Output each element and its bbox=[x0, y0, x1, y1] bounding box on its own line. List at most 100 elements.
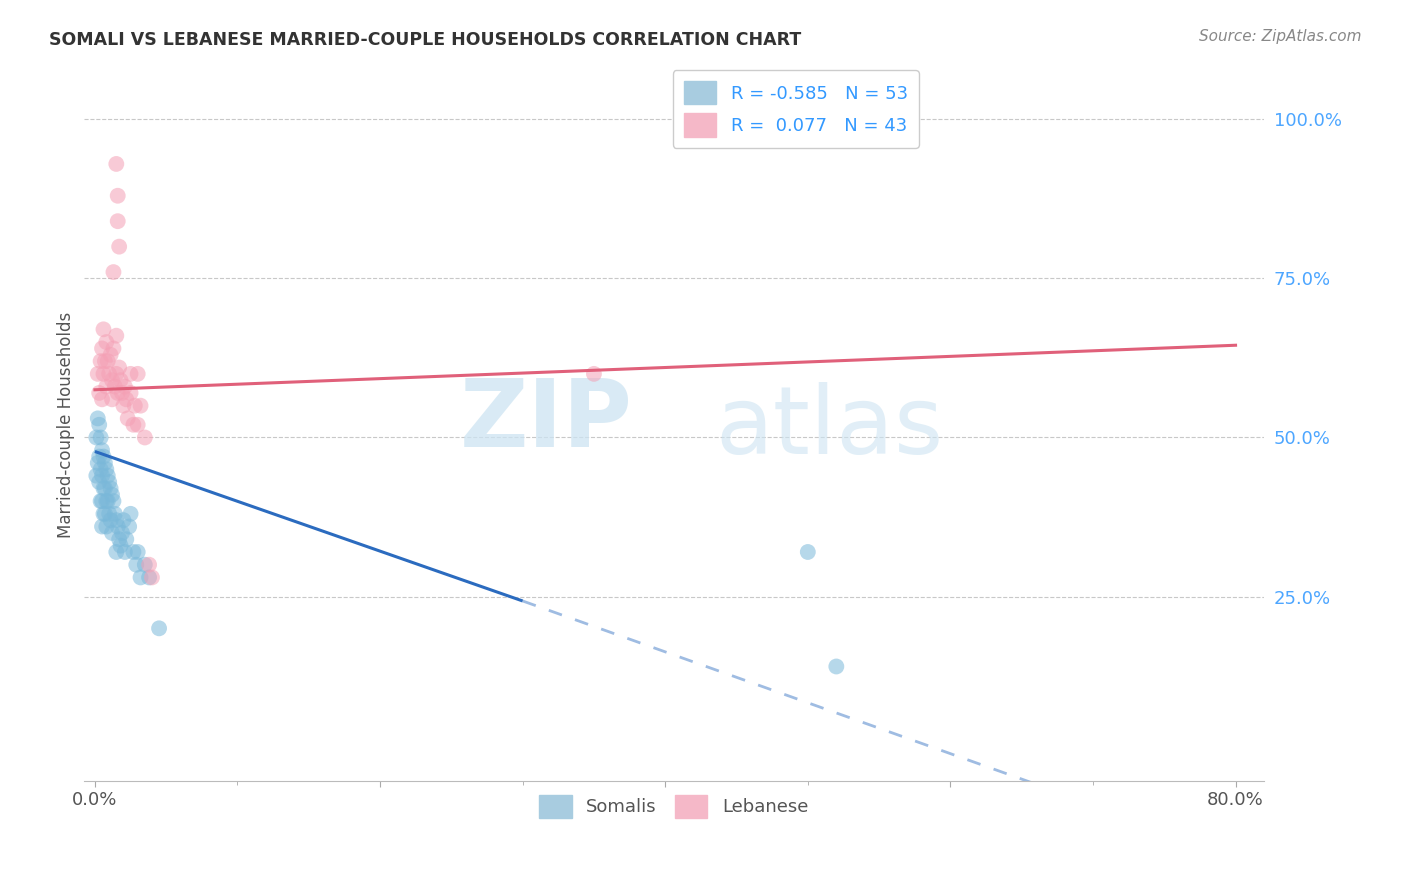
Point bbox=[89, 386, 111, 401]
Point bbox=[91, 392, 114, 407]
Point bbox=[90, 430, 112, 444]
Point bbox=[825, 659, 848, 673]
Point bbox=[96, 462, 118, 476]
Point bbox=[94, 354, 117, 368]
Point bbox=[797, 545, 820, 559]
Point bbox=[89, 417, 111, 432]
Point bbox=[127, 367, 149, 381]
Point bbox=[103, 494, 125, 508]
Point bbox=[107, 386, 129, 401]
Point bbox=[87, 456, 110, 470]
Point bbox=[117, 411, 139, 425]
Point bbox=[101, 392, 124, 407]
Point bbox=[105, 513, 128, 527]
Point bbox=[103, 342, 125, 356]
Point bbox=[91, 494, 114, 508]
Point bbox=[134, 558, 156, 572]
Point bbox=[129, 570, 152, 584]
Point bbox=[124, 399, 146, 413]
Point bbox=[91, 468, 114, 483]
Point bbox=[90, 462, 112, 476]
Point bbox=[108, 240, 131, 254]
Point bbox=[120, 367, 142, 381]
Point bbox=[89, 450, 111, 464]
Point bbox=[91, 519, 114, 533]
Point bbox=[87, 367, 110, 381]
Point bbox=[115, 533, 138, 547]
Point bbox=[105, 367, 128, 381]
Point bbox=[114, 545, 136, 559]
Point bbox=[100, 348, 122, 362]
Y-axis label: Married-couple Households: Married-couple Households bbox=[58, 311, 75, 538]
Point bbox=[127, 417, 149, 432]
Point bbox=[98, 507, 121, 521]
Point bbox=[112, 513, 135, 527]
Point bbox=[108, 533, 131, 547]
Point bbox=[138, 570, 160, 584]
Point bbox=[105, 328, 128, 343]
Point bbox=[98, 475, 121, 489]
Point bbox=[148, 621, 170, 635]
Point bbox=[101, 525, 124, 540]
Point bbox=[127, 545, 149, 559]
Point bbox=[101, 373, 124, 387]
Text: ZIP: ZIP bbox=[460, 376, 633, 467]
Point bbox=[97, 494, 120, 508]
Point bbox=[122, 417, 145, 432]
Point bbox=[86, 468, 108, 483]
Point bbox=[96, 379, 118, 393]
Point bbox=[129, 399, 152, 413]
Point bbox=[582, 367, 605, 381]
Point bbox=[96, 494, 118, 508]
Point bbox=[93, 507, 115, 521]
Point bbox=[134, 430, 156, 444]
Point bbox=[90, 354, 112, 368]
Point bbox=[114, 379, 136, 393]
Point bbox=[93, 450, 115, 464]
Text: Source: ZipAtlas.com: Source: ZipAtlas.com bbox=[1198, 29, 1361, 44]
Point bbox=[105, 545, 128, 559]
Point bbox=[90, 494, 112, 508]
Point bbox=[97, 354, 120, 368]
Point bbox=[93, 367, 115, 381]
Point bbox=[96, 334, 118, 349]
Point bbox=[89, 475, 111, 489]
Point bbox=[110, 373, 132, 387]
Point bbox=[94, 456, 117, 470]
Point bbox=[93, 322, 115, 336]
Legend: Somalis, Lebanese: Somalis, Lebanese bbox=[531, 788, 815, 825]
Point bbox=[138, 558, 160, 572]
Point bbox=[100, 482, 122, 496]
Point bbox=[112, 399, 135, 413]
Point bbox=[101, 488, 124, 502]
Point bbox=[118, 519, 141, 533]
Point bbox=[107, 214, 129, 228]
Point bbox=[141, 570, 163, 584]
Point bbox=[107, 519, 129, 533]
Point bbox=[120, 507, 142, 521]
Point bbox=[94, 482, 117, 496]
Point bbox=[122, 545, 145, 559]
Point bbox=[103, 265, 125, 279]
Point bbox=[115, 392, 138, 407]
Point bbox=[96, 519, 118, 533]
Point bbox=[120, 386, 142, 401]
Text: atlas: atlas bbox=[716, 383, 943, 475]
Point bbox=[93, 482, 115, 496]
Point bbox=[111, 386, 134, 401]
Point bbox=[91, 342, 114, 356]
Point bbox=[91, 443, 114, 458]
Text: SOMALI VS LEBANESE MARRIED-COUPLE HOUSEHOLDS CORRELATION CHART: SOMALI VS LEBANESE MARRIED-COUPLE HOUSEH… bbox=[49, 31, 801, 49]
Point bbox=[98, 367, 121, 381]
Point bbox=[100, 513, 122, 527]
Point bbox=[125, 558, 148, 572]
Point bbox=[97, 468, 120, 483]
Point bbox=[111, 525, 134, 540]
Point bbox=[86, 430, 108, 444]
Point bbox=[105, 157, 128, 171]
Point bbox=[110, 539, 132, 553]
Point bbox=[104, 507, 127, 521]
Point bbox=[107, 188, 129, 202]
Point bbox=[94, 507, 117, 521]
Point bbox=[87, 411, 110, 425]
